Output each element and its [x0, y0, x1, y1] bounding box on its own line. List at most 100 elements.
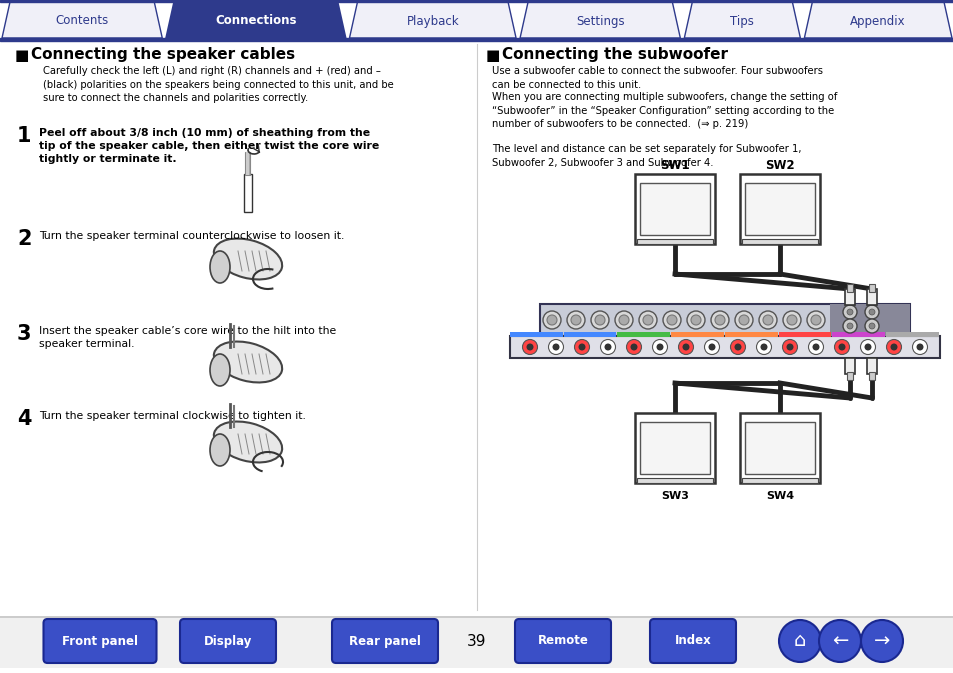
- Text: SW4: SW4: [765, 491, 793, 501]
- Circle shape: [678, 339, 693, 355]
- Bar: [0, 38, 953, 40]
- Circle shape: [864, 305, 878, 319]
- Circle shape: [656, 343, 662, 351]
- Circle shape: [863, 343, 871, 351]
- FancyBboxPatch shape: [515, 619, 610, 663]
- Circle shape: [889, 343, 897, 351]
- Polygon shape: [166, 2, 345, 38]
- Text: When you are connecting multiple subwoofers, change the setting of
“Subwoofer” i: When you are connecting multiple subwoof…: [492, 92, 837, 129]
- Circle shape: [642, 315, 652, 325]
- Circle shape: [578, 343, 585, 351]
- Bar: [744, 183, 814, 235]
- Text: ⌂: ⌂: [793, 631, 805, 651]
- Circle shape: [566, 311, 584, 329]
- Bar: [885, 332, 938, 337]
- Bar: [244, 174, 252, 212]
- Bar: [832, 332, 884, 337]
- Ellipse shape: [213, 341, 282, 382]
- Bar: [868, 372, 874, 380]
- FancyBboxPatch shape: [649, 619, 735, 663]
- FancyBboxPatch shape: [180, 619, 275, 663]
- Circle shape: [618, 315, 628, 325]
- Bar: [637, 478, 712, 483]
- Circle shape: [756, 339, 771, 355]
- Text: SW3: SW3: [660, 491, 688, 501]
- Circle shape: [542, 311, 560, 329]
- Ellipse shape: [213, 238, 282, 279]
- Circle shape: [807, 339, 822, 355]
- Text: Index: Index: [674, 635, 711, 647]
- Circle shape: [760, 343, 767, 351]
- Text: Playback: Playback: [406, 15, 458, 28]
- Text: Rear panel: Rear panel: [349, 635, 420, 647]
- Circle shape: [639, 311, 657, 329]
- Bar: [868, 284, 874, 292]
- Circle shape: [590, 311, 608, 329]
- Bar: [539, 304, 909, 336]
- Bar: [740, 174, 820, 244]
- Circle shape: [599, 339, 615, 355]
- Circle shape: [806, 311, 824, 329]
- Circle shape: [526, 343, 533, 351]
- Circle shape: [552, 343, 558, 351]
- Circle shape: [810, 315, 821, 325]
- Circle shape: [781, 339, 797, 355]
- Bar: [866, 358, 876, 374]
- Text: 3: 3: [17, 324, 31, 344]
- Circle shape: [861, 620, 902, 662]
- Circle shape: [846, 309, 852, 315]
- Circle shape: [818, 620, 861, 662]
- Bar: [844, 358, 854, 374]
- Bar: [740, 413, 820, 483]
- Circle shape: [630, 343, 637, 351]
- Circle shape: [916, 343, 923, 351]
- Bar: [741, 239, 817, 244]
- Text: 39: 39: [467, 633, 486, 649]
- Text: Tips: Tips: [730, 15, 754, 28]
- Circle shape: [681, 343, 689, 351]
- Circle shape: [782, 311, 801, 329]
- Circle shape: [834, 339, 848, 355]
- Text: Turn the speaker terminal counterclockwise to loosen it.: Turn the speaker terminal counterclockwi…: [39, 231, 344, 241]
- Circle shape: [662, 311, 680, 329]
- FancyBboxPatch shape: [44, 619, 156, 663]
- Text: Turn the speaker terminal clockwise to tighten it.: Turn the speaker terminal clockwise to t…: [39, 411, 306, 421]
- Circle shape: [842, 319, 856, 333]
- Bar: [866, 289, 876, 305]
- Ellipse shape: [210, 434, 230, 466]
- Circle shape: [846, 323, 852, 329]
- Bar: [778, 332, 831, 337]
- Bar: [0, 616, 953, 618]
- Circle shape: [666, 315, 677, 325]
- Bar: [510, 332, 562, 337]
- Circle shape: [652, 339, 667, 355]
- Polygon shape: [803, 2, 951, 38]
- Circle shape: [885, 339, 901, 355]
- Text: ■: ■: [485, 48, 500, 63]
- Bar: [741, 478, 817, 483]
- Bar: [829, 304, 909, 336]
- Bar: [846, 372, 852, 380]
- Ellipse shape: [210, 354, 230, 386]
- Circle shape: [604, 343, 611, 351]
- Circle shape: [759, 311, 776, 329]
- Bar: [724, 332, 777, 337]
- Polygon shape: [519, 2, 679, 38]
- Bar: [846, 284, 852, 292]
- Bar: [0, 0, 953, 2]
- Bar: [617, 332, 670, 337]
- Circle shape: [571, 315, 580, 325]
- FancyBboxPatch shape: [332, 619, 437, 663]
- Circle shape: [730, 339, 744, 355]
- Bar: [510, 336, 939, 358]
- Circle shape: [911, 339, 926, 355]
- Circle shape: [734, 343, 740, 351]
- Text: Carefully check the left (L) and right (R) channels and + (red) and –
(black) po: Carefully check the left (L) and right (…: [43, 66, 394, 103]
- Ellipse shape: [210, 251, 230, 283]
- Circle shape: [595, 315, 604, 325]
- Circle shape: [690, 315, 700, 325]
- Circle shape: [868, 309, 874, 315]
- Text: Connecting the subwoofer: Connecting the subwoofer: [501, 47, 727, 62]
- Circle shape: [860, 339, 875, 355]
- Polygon shape: [2, 2, 162, 38]
